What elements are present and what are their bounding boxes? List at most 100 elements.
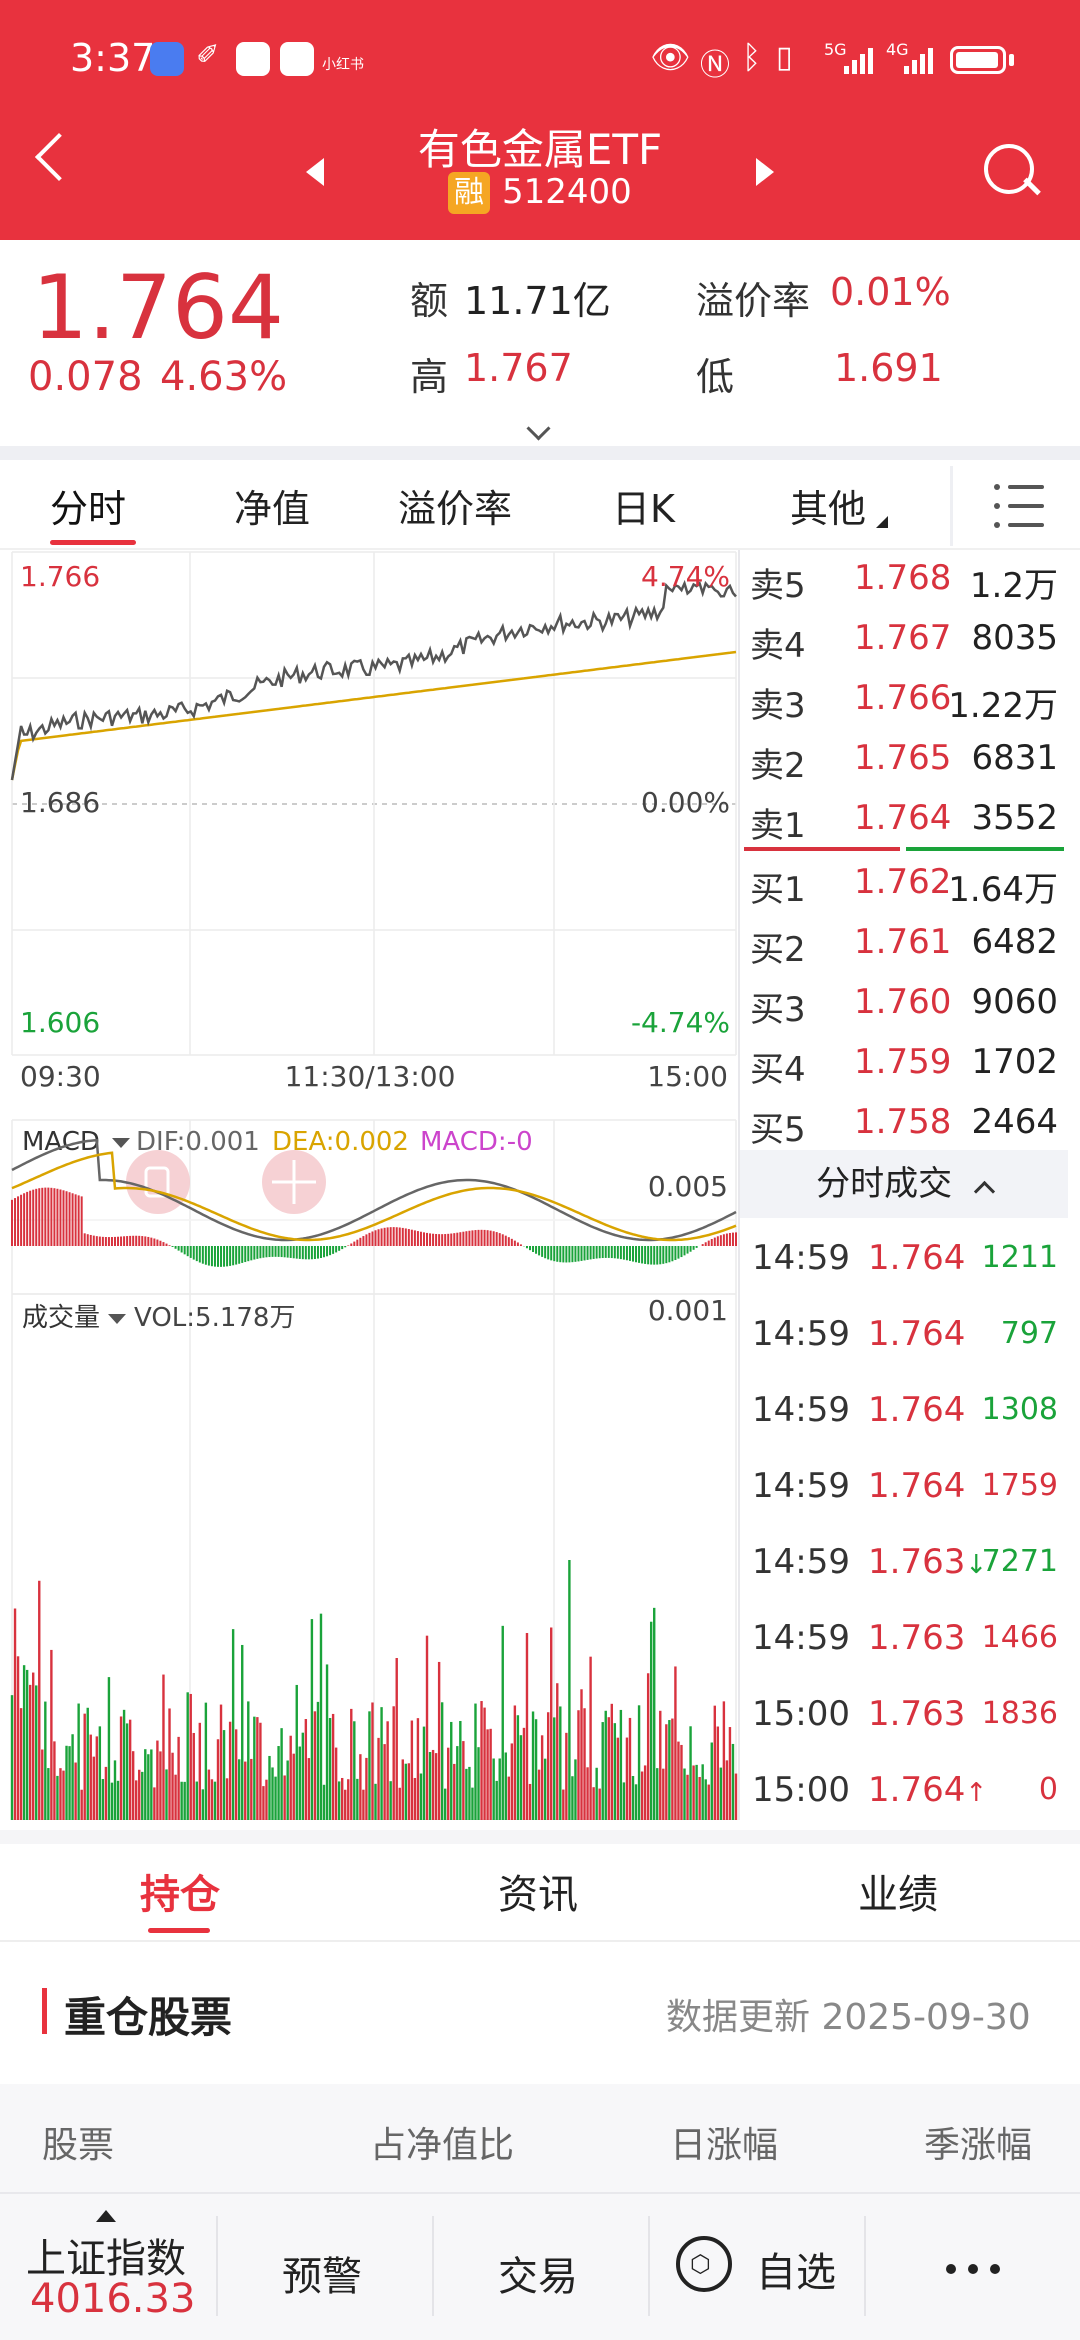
bid-row[interactable]: 买1 1.762 1.64万 xyxy=(748,852,1068,912)
ask-row[interactable]: 卖2 1.765 6831 xyxy=(748,728,1068,788)
col-quarter-change[interactable]: 季涨幅 xyxy=(924,2125,1033,2166)
search-icon[interactable] xyxy=(984,144,1034,194)
volume-bar xyxy=(425,1635,429,1820)
volume-bar xyxy=(44,1701,47,1820)
volume-bar xyxy=(680,1744,683,1820)
macd-bar xyxy=(647,1246,650,1265)
macd-bar xyxy=(680,1246,683,1258)
trades-header[interactable]: 分时成交 xyxy=(740,1150,1068,1218)
premium-value: 0.01% xyxy=(830,270,951,314)
col-stock[interactable]: 股票 xyxy=(42,2125,115,2166)
nav-alert[interactable]: 预警 xyxy=(282,2254,362,2300)
macd-bar xyxy=(619,1246,622,1260)
bid-row[interactable]: 买3 1.760 9060 xyxy=(748,972,1068,1032)
macd-bar xyxy=(120,1236,123,1246)
more-icon[interactable] xyxy=(990,2264,1000,2274)
collapse-chevron-icon[interactable] xyxy=(973,1180,996,1203)
col-nav-ratio[interactable]: 占净值比 xyxy=(370,2125,515,2166)
index-value[interactable]: 4016.33 xyxy=(30,2276,196,2322)
tab-intraday[interactable]: 分时 xyxy=(50,487,127,531)
order-volume: 3552 xyxy=(971,798,1058,838)
nav-trade[interactable]: 交易 xyxy=(498,2254,578,2300)
macd-bar xyxy=(98,1236,101,1246)
volume-bar xyxy=(528,1783,532,1820)
tab-news[interactable]: 资讯 xyxy=(498,1872,578,1918)
tab-other[interactable]: 其他 xyxy=(790,487,867,531)
index-expand-icon[interactable] xyxy=(96,2210,116,2222)
settings-list-icon[interactable] xyxy=(994,480,1044,532)
volume-bar xyxy=(138,1769,141,1820)
volume-bar xyxy=(174,1774,177,1820)
macd-bar xyxy=(210,1246,213,1267)
ask-row[interactable]: 卖5 1.768 1.2万 xyxy=(748,548,1068,608)
bid-row[interactable]: 买4 1.759 1702 xyxy=(748,1032,1068,1092)
volume-bar xyxy=(419,1773,423,1820)
order-volume: 1.64万 xyxy=(948,870,1058,910)
macd-bar xyxy=(668,1246,671,1263)
volume-bar xyxy=(480,1701,483,1820)
back-arrow-icon[interactable] xyxy=(34,132,84,182)
volume-bar xyxy=(277,1746,280,1820)
macd-bar xyxy=(501,1234,504,1246)
favorite-hex-icon[interactable]: ⬡ xyxy=(690,2250,711,2278)
volume-bar xyxy=(468,1766,471,1820)
trade-row: 15:00 1.763 1836 xyxy=(748,1676,1068,1752)
volume-bar xyxy=(701,1764,704,1820)
macd-bar xyxy=(628,1246,631,1261)
nav-favorite[interactable]: 自选 xyxy=(756,2250,836,2296)
volume-bar xyxy=(728,1727,732,1820)
tab-nav[interactable]: 净值 xyxy=(234,487,311,531)
macd-bar xyxy=(504,1235,507,1246)
macd-bar xyxy=(407,1229,410,1246)
ask-row[interactable]: 卖4 1.767 8035 xyxy=(748,608,1068,668)
next-fund-icon[interactable] xyxy=(756,158,774,186)
bid-row[interactable]: 买5 1.758 2464 xyxy=(748,1092,1068,1152)
tab-active-indicator xyxy=(50,540,136,545)
volume-bar xyxy=(301,1732,305,1820)
trade-time: 14:59 xyxy=(752,1314,850,1354)
volume-bar xyxy=(374,1783,377,1820)
volume-bar xyxy=(307,1758,311,1820)
expand-chevron-icon[interactable] xyxy=(526,416,551,441)
macd-bar xyxy=(80,1196,83,1246)
volume-bar xyxy=(262,1786,265,1820)
bid-row[interactable]: 买2 1.761 6482 xyxy=(748,912,1068,972)
network-5g-label: 5G xyxy=(824,40,847,59)
volume-bar xyxy=(186,1692,189,1820)
macd-bar xyxy=(486,1230,489,1246)
tab-premium[interactable]: 溢价率 xyxy=(398,487,513,531)
col-daily-change[interactable]: 日涨幅 xyxy=(670,2125,779,2166)
fund-title: 有色金属ETF xyxy=(417,125,663,174)
trade-price: 1.763 xyxy=(868,1694,966,1734)
low-label: 低 xyxy=(696,355,735,399)
volume-bar xyxy=(289,1735,292,1820)
macd-bar xyxy=(544,1246,547,1259)
tab-performance[interactable]: 业绩 xyxy=(858,1872,938,1918)
macd-bar xyxy=(177,1246,180,1251)
macd-bar xyxy=(262,1246,265,1258)
more-icon[interactable] xyxy=(946,2264,956,2274)
ask-row[interactable]: 卖1 1.764 3552 xyxy=(748,788,1068,848)
more-icon[interactable] xyxy=(968,2264,978,2274)
volume-bar xyxy=(135,1780,138,1820)
macd-bar xyxy=(365,1234,368,1246)
ask-row[interactable]: 卖3 1.766 1.22万 xyxy=(748,668,1068,728)
intraday-chart[interactable]: 1.766 4.74% 1.686 0.00% 1.606 -4.74% 09:… xyxy=(0,550,740,1820)
volume-bar xyxy=(583,1708,586,1820)
macd-bar xyxy=(519,1244,522,1246)
prev-fund-icon[interactable] xyxy=(306,158,324,186)
favorite-icon[interactable] xyxy=(676,2236,732,2292)
price-change-pct: 4.63% xyxy=(160,354,288,400)
macd-bar xyxy=(241,1246,244,1263)
volume-bar xyxy=(92,1756,95,1820)
macd-bar xyxy=(110,1237,113,1246)
volume-bar xyxy=(395,1658,398,1820)
volume-bar xyxy=(147,1754,150,1820)
tab-holdings[interactable]: 持仓 xyxy=(140,1872,220,1918)
other-dropdown-icon[interactable] xyxy=(876,516,888,528)
tab-daily-k[interactable]: 日K xyxy=(612,487,675,531)
index-name[interactable]: 上证指数 xyxy=(26,2236,186,2282)
volume-bar xyxy=(543,1758,547,1820)
volume-bar xyxy=(637,1705,641,1820)
macd-bar xyxy=(389,1227,392,1246)
